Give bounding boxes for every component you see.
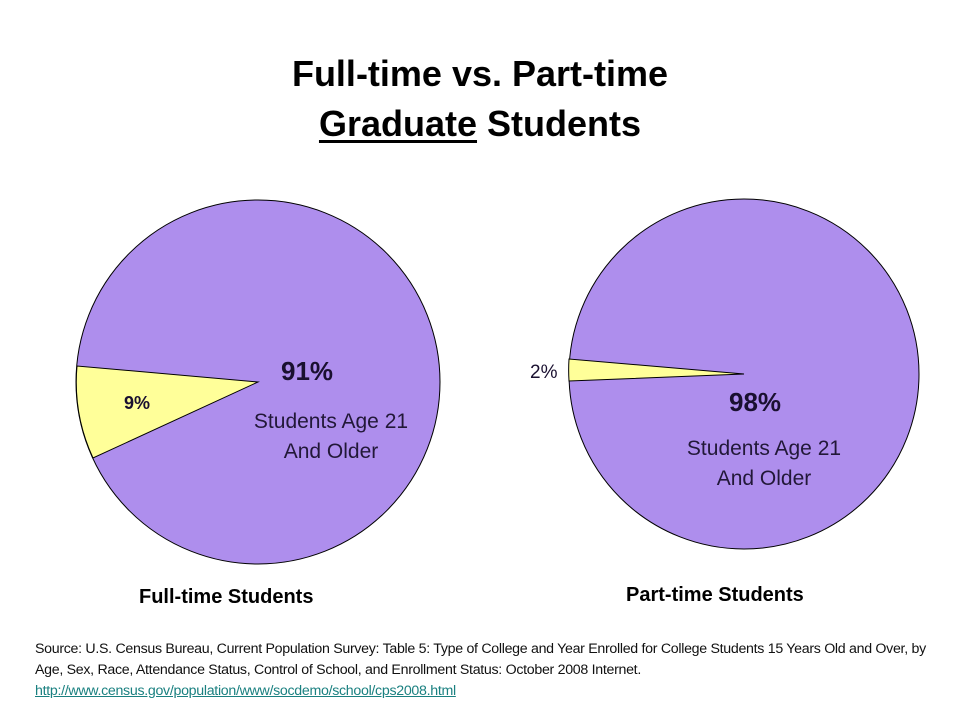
source-text: Source: U.S. Census Bureau, Current Popu… [35,641,926,678]
desc-part-time: Students Age 21 And Older [669,434,859,494]
chart-title-line1: Full-time vs. Part-time [291,53,669,94]
desc-line1: Students Age 21 [253,410,409,433]
slice-full-time-under21 [75,365,260,459]
source-note: Source: U.S. Census Bureau, Current Popu… [35,639,935,702]
title-underlined-word: Graduate [318,103,478,144]
label-part-time-98: 98% [729,387,782,417]
label-full-time-9: 9% [124,393,151,413]
pie-part-time [568,198,920,550]
desc-line1: Students Age 21 [686,437,842,460]
subtitle-part-time: Part-time Students [626,584,804,606]
title-rest: Students [477,103,642,144]
desc-full-time: Students Age 21 And Older [236,407,426,467]
label-full-time-91: 91% [281,356,334,386]
source-link[interactable]: http://www.census.gov/population/www/soc… [35,683,456,699]
chart-title-line2: Graduate Students [0,102,960,146]
label-part-time-2: 2% [530,362,558,383]
subtitle-full-time: Full-time Students [139,586,314,608]
pie-full-time [75,199,441,565]
desc-line2: And Older [716,467,812,490]
slice-part-time-under21 [568,358,745,382]
desc-line2: And Older [283,440,379,463]
